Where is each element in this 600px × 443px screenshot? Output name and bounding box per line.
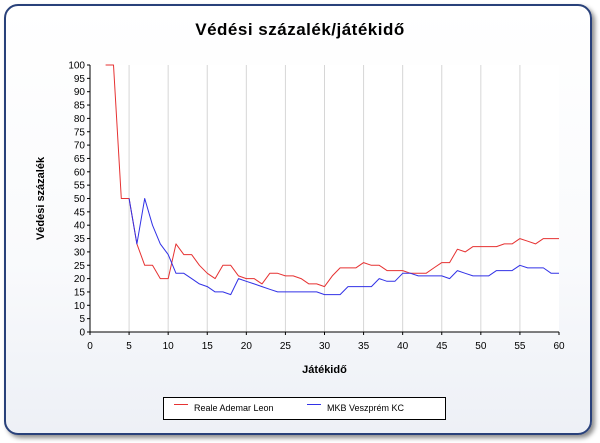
legend-swatch-veszprem (307, 404, 321, 405)
y-tick-label: 80 (74, 114, 86, 125)
y-tick-label: 30 (74, 247, 86, 258)
y-axis-title: Védési százalék (35, 156, 47, 240)
y-tick-label: 10 (74, 301, 86, 312)
y-tick-label: 35 (74, 234, 86, 245)
x-tick-label: 25 (280, 341, 292, 352)
chart-title: Védési százalék/játékidő (195, 20, 405, 39)
x-axis-title: Játékidő (302, 364, 347, 376)
y-tick-label: 40 (74, 221, 86, 232)
y-tick-label: 70 (74, 141, 86, 152)
x-tick-label: 30 (319, 341, 331, 352)
y-tick-label: 75 (74, 127, 86, 138)
x-tick-label: 45 (436, 341, 448, 352)
y-tick-label: 90 (74, 87, 86, 98)
x-tick-label: 10 (163, 341, 175, 352)
y-tick-label: 50 (74, 194, 86, 205)
x-tick-label: 35 (358, 341, 370, 352)
y-tick-label: 100 (68, 61, 85, 72)
legend-swatch-reale (174, 404, 188, 405)
x-tick-label: 60 (553, 341, 565, 352)
y-tick-label: 0 (79, 328, 85, 339)
x-tick-label: 0 (87, 341, 93, 352)
y-tick-label: 65 (74, 154, 86, 165)
y-tick-label: 25 (74, 261, 86, 272)
y-tick-label: 55 (74, 181, 86, 192)
x-tick-label: 40 (397, 341, 409, 352)
series-line-1 (128, 198, 559, 296)
y-tick-label: 5 (79, 314, 85, 325)
series-line-0 (105, 64, 559, 288)
legend-label-veszprem: MKB Veszprém KC (327, 403, 405, 413)
y-tick-label: 45 (74, 207, 86, 218)
y-tick-label: 95 (74, 74, 86, 85)
chart-legend: Reale Ademar Leon MKB Veszprém KC (163, 397, 446, 420)
x-tick-label: 20 (241, 341, 253, 352)
y-tick-label: 20 (74, 274, 86, 285)
x-tick-label: 15 (202, 341, 214, 352)
y-tick-label: 85 (74, 101, 86, 112)
y-tick-label: 60 (74, 167, 86, 178)
y-tick-label: 15 (74, 287, 86, 298)
x-tick-label: 55 (514, 341, 526, 352)
legend-label-reale: Reale Ademar Leon (194, 403, 274, 413)
x-tick-label: 5 (126, 341, 132, 352)
x-tick-label: 50 (475, 341, 487, 352)
